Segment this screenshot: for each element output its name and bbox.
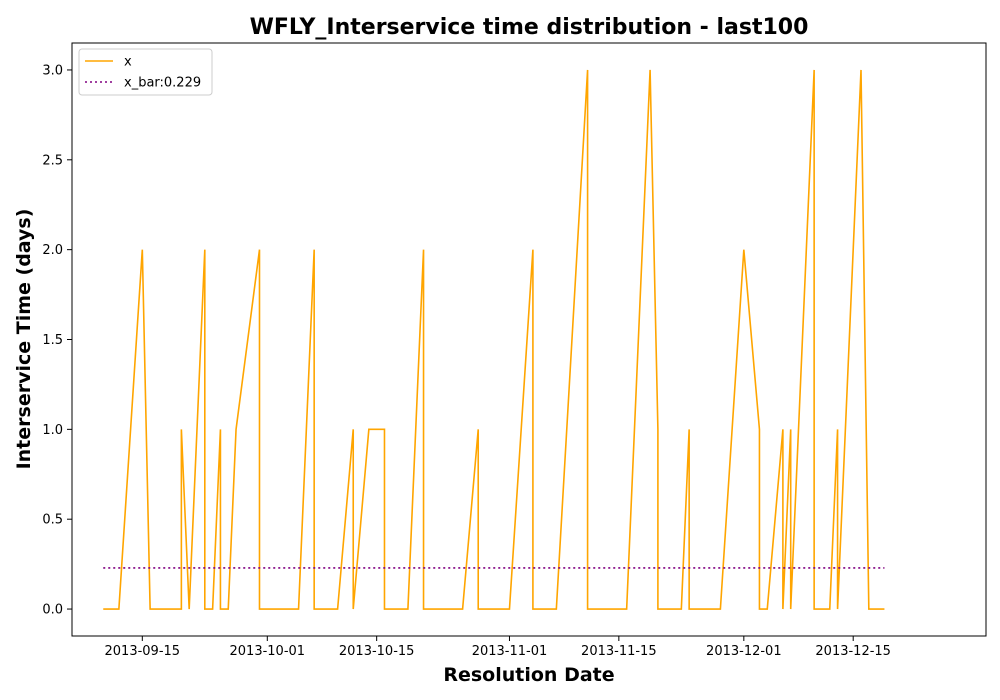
x-tick-label: 2013-12-01 xyxy=(706,644,782,659)
y-tick-label: 0.5 xyxy=(42,513,63,528)
y-tick-label: 1.5 xyxy=(42,333,63,348)
legend-label: x_bar:0.229 xyxy=(124,76,201,91)
y-tick-label: 3.0 xyxy=(42,63,63,78)
series-line-x xyxy=(103,69,885,610)
legend-label: x xyxy=(124,55,132,70)
y-tick-label: 2.0 xyxy=(42,243,63,258)
x-tick-label: 2013-11-01 xyxy=(472,644,548,659)
x-tick-label: 2013-11-15 xyxy=(581,644,657,659)
x-tick-label: 2013-10-01 xyxy=(230,644,306,659)
y-tick-label: 1.0 xyxy=(42,423,63,438)
chart-title: WFLY_Interservice time distribution - la… xyxy=(250,15,809,40)
plot-area: 0.0 0.5 1.0 1.5 2.0 2.5 3.0 2013-09-15 2013-10-0… xyxy=(42,42,987,659)
x-tick-label: 2013-10-15 xyxy=(339,644,415,659)
x-axis-label: Resolution Date xyxy=(443,664,614,686)
x-tick-label: 2013-12-15 xyxy=(815,644,891,659)
y-tick-label: 2.5 xyxy=(42,153,63,168)
y-axis-label: Interservice Time (days) xyxy=(13,209,35,470)
x-tick-label: 2013-09-15 xyxy=(105,644,181,659)
legend: x x_bar:0.229 xyxy=(78,48,213,96)
y-tick-label: 0.0 xyxy=(42,603,63,618)
